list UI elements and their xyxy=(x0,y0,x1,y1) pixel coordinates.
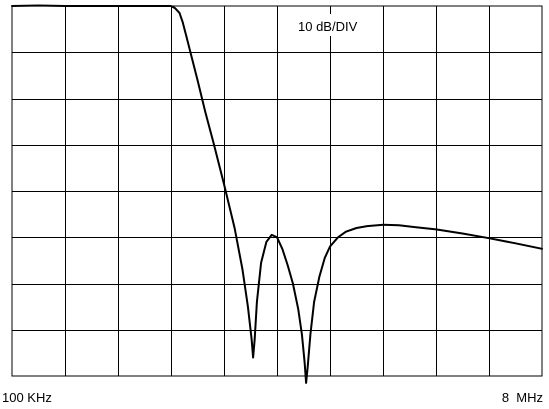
response-trace xyxy=(11,4,543,384)
x-axis-start-label: 100 KHz xyxy=(2,390,52,405)
scale-label: 10 dB/DIV xyxy=(298,19,358,34)
scale-label-background xyxy=(294,14,376,36)
plot-grid xyxy=(12,6,542,376)
x-axis-end-label: 8 MHz xyxy=(501,390,543,405)
plot-frame xyxy=(11,5,543,377)
